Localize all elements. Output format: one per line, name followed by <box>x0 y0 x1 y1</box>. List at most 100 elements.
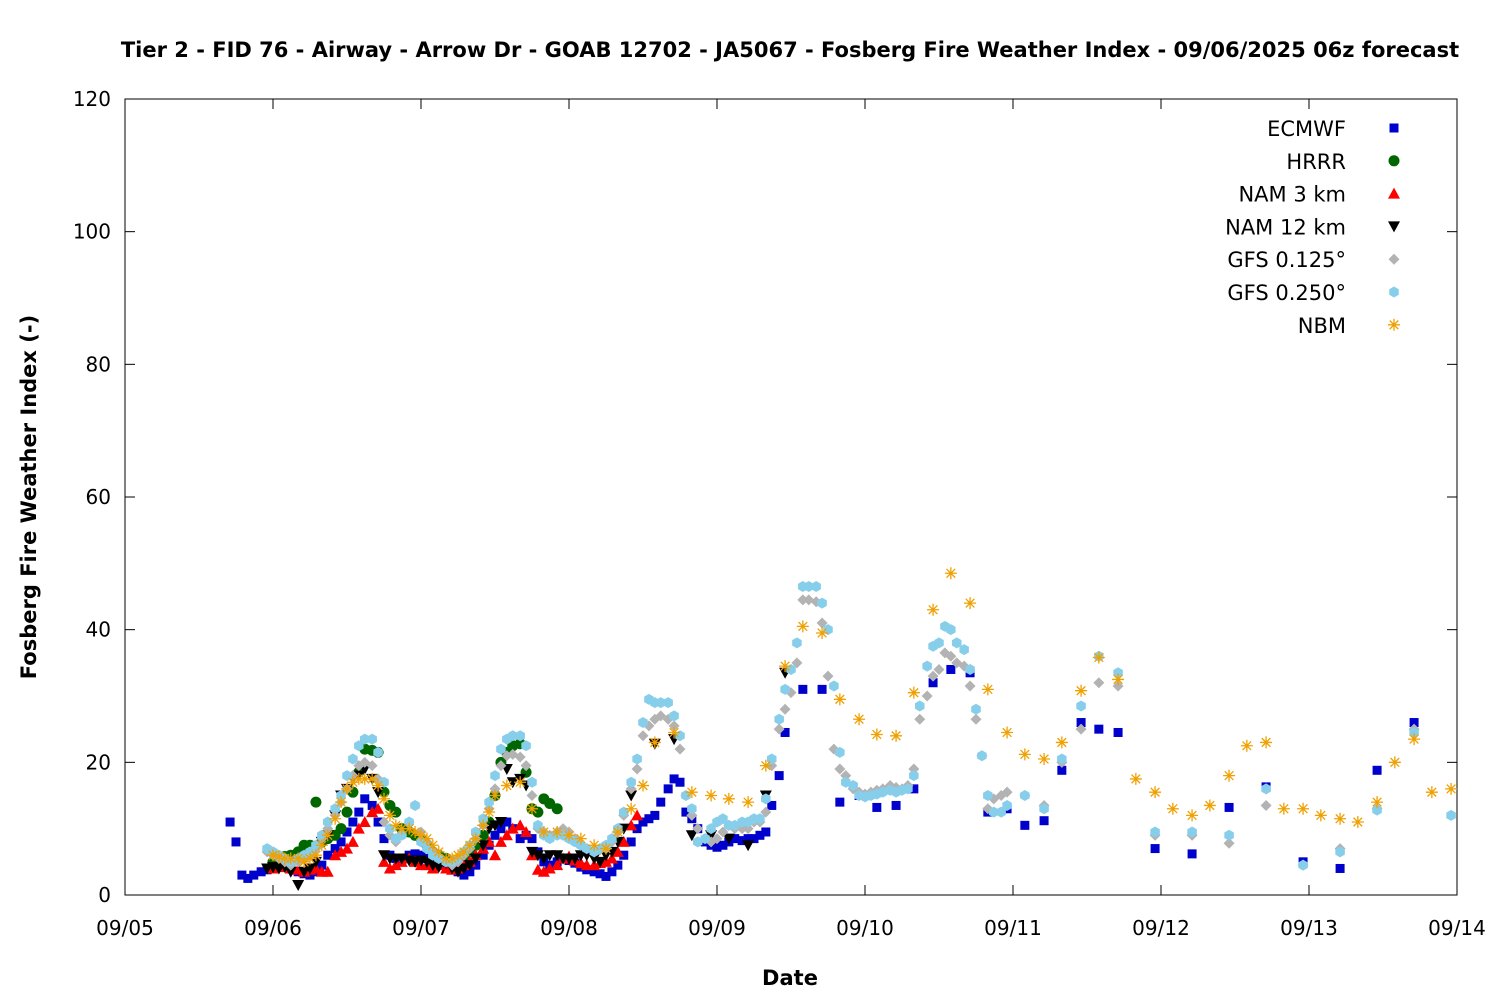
series-gfs-0-250- <box>262 581 1456 871</box>
legend-marker <box>1389 123 1399 133</box>
data-point <box>231 837 241 847</box>
data-point <box>983 790 993 801</box>
data-point <box>1445 782 1458 795</box>
data-point <box>1001 786 1013 798</box>
data-point <box>489 820 501 832</box>
data-point <box>1334 812 1347 825</box>
data-point <box>1055 736 1068 749</box>
data-point <box>225 817 235 827</box>
data-point <box>409 825 422 838</box>
data-point <box>415 829 427 842</box>
x-tick-label: 09/14 <box>1428 916 1486 940</box>
x-tick-label: 09/06 <box>244 916 302 940</box>
data-point <box>822 670 834 682</box>
data-point <box>588 839 601 852</box>
data-point <box>465 867 475 877</box>
data-point <box>774 713 784 725</box>
data-point <box>1150 826 1160 838</box>
data-point <box>537 825 550 838</box>
data-point <box>600 850 612 862</box>
data-point <box>452 866 464 878</box>
data-point <box>730 834 740 844</box>
data-point <box>848 780 858 792</box>
data-point <box>360 733 370 745</box>
data-point <box>928 678 938 688</box>
data-point <box>378 850 390 862</box>
data-point <box>1113 727 1123 737</box>
data-point <box>284 852 297 865</box>
data-point <box>537 853 550 865</box>
data-point <box>416 850 426 860</box>
data-point <box>490 770 500 782</box>
data-point <box>366 760 378 772</box>
data-point <box>1076 700 1086 712</box>
data-point <box>410 849 420 859</box>
data-point <box>1076 718 1086 728</box>
data-point <box>346 835 359 847</box>
data-point <box>626 837 636 847</box>
data-point <box>1446 809 1456 821</box>
data-point <box>737 836 747 846</box>
data-point <box>718 813 728 825</box>
data-point <box>755 830 765 840</box>
data-point <box>638 717 648 729</box>
y-tick-label: 20 <box>86 750 111 774</box>
data-point <box>348 753 358 765</box>
data-point <box>631 763 643 775</box>
data-point <box>490 830 500 840</box>
data-point <box>1129 772 1142 785</box>
data-point <box>1371 796 1384 809</box>
data-point <box>249 870 259 880</box>
data-point <box>1002 799 1012 811</box>
data-point <box>1409 718 1419 728</box>
y-tick-label: 100 <box>73 220 111 244</box>
data-point <box>870 728 883 741</box>
data-point <box>373 746 383 758</box>
data-point <box>797 594 809 606</box>
data-point <box>551 859 564 871</box>
axis-ticks: 0 20 40 60 80 100 120 09/05 09/06 09/07 09/08 09/09… <box>73 87 1486 940</box>
data-point <box>537 865 550 877</box>
data-point <box>367 800 377 810</box>
data-point <box>970 713 982 725</box>
data-point <box>446 852 459 865</box>
data-point <box>495 760 507 772</box>
data-point <box>526 790 538 801</box>
data-point <box>669 774 679 784</box>
data-point <box>463 860 476 872</box>
data-point <box>1261 783 1271 795</box>
data-point <box>791 657 803 669</box>
data-point <box>663 697 673 709</box>
data-point <box>705 830 718 842</box>
data-point <box>267 849 279 862</box>
data-point <box>656 797 666 807</box>
data-point <box>378 855 390 867</box>
data-point <box>469 832 482 845</box>
data-point <box>514 751 526 763</box>
data-point <box>1020 790 1030 801</box>
legend-entry-label: ECMWF <box>1267 117 1346 141</box>
data-point <box>336 837 346 847</box>
data-point <box>1224 829 1234 841</box>
data-point <box>309 862 322 874</box>
data-point <box>1351 816 1364 829</box>
data-point <box>959 644 969 656</box>
data-point <box>348 817 358 827</box>
data-point <box>329 849 342 861</box>
data-point <box>722 792 735 805</box>
data-point <box>304 852 316 865</box>
data-point <box>589 867 599 877</box>
data-point <box>452 849 464 862</box>
data-point <box>366 772 379 785</box>
data-point <box>625 819 638 831</box>
series-nbm <box>267 567 1458 868</box>
data-point <box>706 823 716 835</box>
data-point <box>685 786 698 799</box>
data-point <box>352 822 365 834</box>
data-point <box>389 859 402 871</box>
data-point <box>1298 859 1308 871</box>
data-point <box>243 873 253 883</box>
data-point <box>551 803 563 815</box>
data-point <box>927 603 940 616</box>
data-point <box>506 822 519 834</box>
